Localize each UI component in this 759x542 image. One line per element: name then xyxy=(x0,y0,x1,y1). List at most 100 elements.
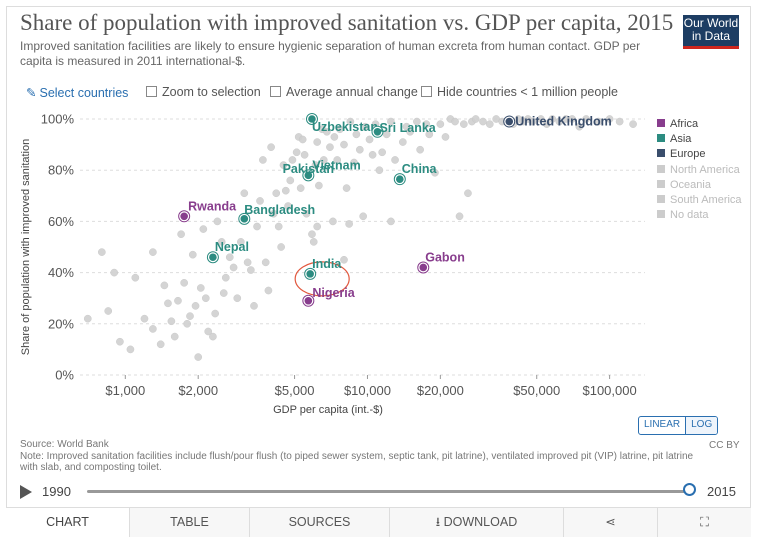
data-point xyxy=(382,130,391,139)
data-point xyxy=(387,217,395,226)
tab-share[interactable]: ⋖ xyxy=(564,508,658,537)
y-tick-label: 60% xyxy=(48,214,74,229)
point-label: Gabon xyxy=(425,250,465,264)
data-point xyxy=(300,150,309,159)
data-point xyxy=(250,302,258,310)
legend-label: South America xyxy=(670,193,742,206)
data-point xyxy=(256,197,264,205)
hide-small-countries-checkbox[interactable]: Hide countries < 1 million people xyxy=(421,85,618,99)
point-label: United Kingdom xyxy=(515,115,612,129)
select-countries-button[interactable]: ✎ Select countries xyxy=(26,85,128,100)
legend-label: North America xyxy=(670,163,740,176)
data-point xyxy=(309,238,318,246)
data-point xyxy=(336,125,344,134)
x-axis-title: GDP per capita (int.-$) xyxy=(273,404,383,416)
x-tick-label: $5,000 xyxy=(275,383,315,398)
data-point xyxy=(167,317,176,326)
legend-item[interactable]: South America xyxy=(657,194,742,209)
average-change-label: Average annual change xyxy=(286,85,418,99)
x-tick-label: $20,000 xyxy=(417,383,464,398)
data-point xyxy=(391,156,399,164)
tab-table[interactable]: TABLE xyxy=(130,508,250,537)
play-icon[interactable] xyxy=(20,485,32,499)
scale-toggle: LINEAR LOG xyxy=(638,416,719,435)
data-point xyxy=(311,161,320,169)
x-tick-label: $100,000 xyxy=(582,383,636,398)
license-label[interactable]: CC BY xyxy=(709,440,740,451)
tab-download[interactable]: ⭳ DOWNLOAD xyxy=(390,508,564,537)
data-point xyxy=(149,325,157,333)
data-point xyxy=(191,302,200,310)
y-tick-label: 40% xyxy=(48,265,74,280)
legend-label: Oceania xyxy=(670,178,711,191)
data-point xyxy=(594,117,603,126)
data-point xyxy=(174,296,182,305)
x-tick-label: $10,000 xyxy=(344,383,391,398)
highlight-point xyxy=(395,175,404,183)
data-point xyxy=(240,189,249,198)
zoom-to-selection-checkbox[interactable]: Zoom to selection xyxy=(146,85,261,99)
legend-swatch xyxy=(657,164,665,173)
data-point xyxy=(243,258,252,267)
tab-chart[interactable]: CHART xyxy=(6,508,130,537)
legend-swatch xyxy=(657,149,665,158)
y-tick-label: 20% xyxy=(48,316,74,331)
timeline-handle[interactable] xyxy=(683,483,696,496)
share-icon: ⋖ xyxy=(605,515,616,529)
x-tick-label: $1,000 xyxy=(105,383,145,398)
legend-label: No data xyxy=(670,209,709,222)
legend-item[interactable]: Europe xyxy=(657,148,742,163)
legend-item[interactable]: No data xyxy=(657,209,742,224)
download-label: DOWNLOAD xyxy=(443,515,518,529)
data-point xyxy=(459,120,468,128)
data-point xyxy=(387,117,395,126)
hide-small-label: Hide countries < 1 million people xyxy=(437,85,619,99)
timeline-end-year: 2015 xyxy=(707,484,736,499)
data-point xyxy=(464,189,472,198)
timeline-track[interactable] xyxy=(87,490,691,493)
y-tick-label: 80% xyxy=(48,163,74,178)
highlight-point xyxy=(304,171,313,180)
legend-item[interactable]: Africa xyxy=(657,118,742,133)
data-point xyxy=(605,115,614,123)
data-point xyxy=(359,212,368,221)
legend-item[interactable]: Oceania xyxy=(657,179,742,194)
average-change-checkbox[interactable]: Average annual change xyxy=(270,85,418,99)
select-countries-label: Select countries xyxy=(39,86,129,100)
linear-scale-button[interactable]: LINEAR xyxy=(644,419,681,430)
data-point xyxy=(213,217,222,226)
log-scale-button[interactable]: LOG xyxy=(685,417,718,434)
tab-sources[interactable]: SOURCES xyxy=(250,508,390,537)
data-point xyxy=(308,230,316,239)
data-point xyxy=(160,281,169,290)
data-point xyxy=(629,120,637,128)
data-point xyxy=(365,135,374,144)
data-point xyxy=(471,115,480,123)
logo-line-2: in Data xyxy=(691,29,731,43)
legend-item[interactable]: Asia xyxy=(657,133,742,148)
legend-swatch xyxy=(657,194,665,203)
highlight-point xyxy=(209,253,217,262)
data-point xyxy=(313,222,322,231)
data-point xyxy=(346,117,355,126)
download-icon: ⭳ xyxy=(435,515,444,529)
data-point xyxy=(83,314,92,323)
data-point xyxy=(296,184,305,192)
data-point xyxy=(422,120,431,128)
tab-fullscreen[interactable]: ⛶ xyxy=(658,508,751,537)
owid-logo[interactable]: Our World in Data xyxy=(683,15,739,49)
data-point xyxy=(416,145,424,154)
data-point xyxy=(277,243,285,251)
data-point xyxy=(274,222,283,231)
data-point xyxy=(319,156,328,164)
data-point xyxy=(196,284,205,292)
point-label: Bangladesh xyxy=(244,203,315,217)
data-point xyxy=(479,117,487,126)
data-point xyxy=(247,266,255,274)
note-text: Note: Improved sanitation facilities inc… xyxy=(20,450,694,474)
legend-item[interactable]: North America xyxy=(657,164,742,179)
timeline: 1990 2015 xyxy=(0,482,759,504)
data-point xyxy=(229,263,238,272)
data-point xyxy=(225,253,234,262)
data-point xyxy=(236,238,245,246)
